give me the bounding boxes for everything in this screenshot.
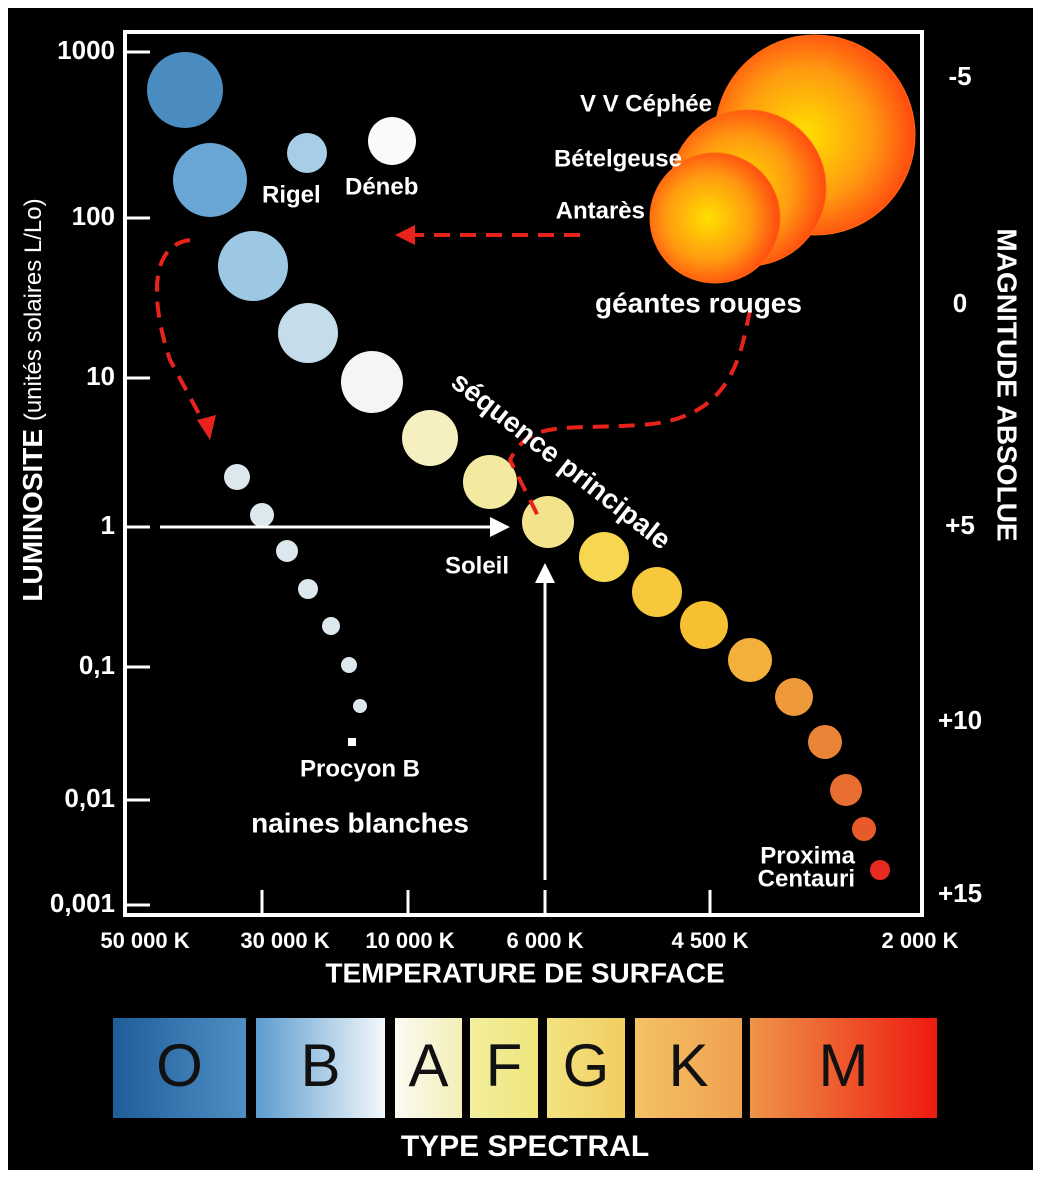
white-dwarf bbox=[224, 464, 250, 490]
white-dwarf bbox=[341, 657, 357, 673]
spectral-cell bbox=[547, 1018, 625, 1118]
main-sequence-star bbox=[830, 774, 862, 806]
spectral-cell bbox=[256, 1018, 385, 1118]
x-tick-label: 6 000 K bbox=[506, 928, 583, 953]
spectral-class: F bbox=[486, 1032, 523, 1099]
spectral-class: B bbox=[300, 1032, 340, 1099]
star-label: Rigel bbox=[262, 181, 321, 208]
spectral-class: M bbox=[819, 1032, 869, 1099]
x-tick-label: 10 000 K bbox=[365, 928, 454, 953]
spectral-class: K bbox=[668, 1032, 708, 1099]
x-tick-label: 2 000 K bbox=[881, 928, 958, 953]
right-axis-title: MAGNITUDE ABSOLUE bbox=[992, 228, 1023, 541]
white-dwarf bbox=[353, 699, 367, 713]
star-label: Antarès bbox=[556, 197, 645, 224]
spectral-cell bbox=[750, 1018, 937, 1118]
x-tick-label: 30 000 K bbox=[240, 928, 329, 953]
y2-tick-label: +5 bbox=[945, 510, 975, 540]
main-sequence-star bbox=[402, 410, 458, 466]
star-label: Proxima bbox=[760, 842, 855, 869]
spectral-class: O bbox=[156, 1032, 203, 1099]
main-sequence-star bbox=[287, 133, 327, 173]
star-label: Centauri bbox=[758, 865, 855, 892]
white-dwarf bbox=[322, 617, 340, 635]
plot-frame bbox=[123, 30, 924, 917]
main-sequence-star bbox=[632, 567, 682, 617]
y2-tick-label: 0 bbox=[953, 288, 967, 318]
y-tick-label: 1000 bbox=[57, 35, 115, 65]
y2-tick-label: +15 bbox=[938, 878, 982, 908]
star-label: Soleil bbox=[445, 552, 509, 579]
y-tick-label: 10 bbox=[86, 361, 115, 391]
y-tick-label: 1 bbox=[101, 510, 115, 540]
main-sequence-star bbox=[728, 638, 772, 682]
left-title-note: (unités solaires L/Lo) bbox=[20, 198, 47, 421]
spectral-class: G bbox=[563, 1032, 610, 1099]
white-dwarf bbox=[250, 503, 274, 527]
left-title-main: LUMINOSITE bbox=[17, 429, 48, 602]
stars bbox=[147, 34, 916, 880]
main-sequence-star bbox=[852, 817, 876, 841]
evolution-paths bbox=[154, 233, 752, 521]
giant-star bbox=[649, 152, 781, 284]
main-sequence-star bbox=[218, 231, 288, 301]
spectral-cell bbox=[113, 1018, 246, 1118]
region-label: naines blanches bbox=[251, 807, 469, 838]
spectral-cell bbox=[395, 1018, 462, 1118]
y-tick-label: 100 bbox=[72, 201, 115, 231]
axes: 1000 100 10 1 0,1 0,01 0,001 -5 0 +5 +10 +15 50 000 … bbox=[50, 35, 982, 953]
white-dwarf bbox=[276, 540, 298, 562]
main-sequence-star bbox=[808, 725, 842, 759]
main-sequence-star bbox=[870, 860, 890, 880]
main-sequence-star bbox=[278, 303, 338, 363]
star-label: Bételgeuse bbox=[554, 145, 682, 172]
region-label: géantes rouges bbox=[595, 287, 802, 318]
spectral-class: A bbox=[408, 1032, 448, 1099]
main-sequence-star bbox=[147, 52, 223, 128]
main-sequence-star bbox=[680, 601, 728, 649]
y2-tick-label: -5 bbox=[948, 61, 971, 91]
y-tick-label: 0,01 bbox=[64, 783, 115, 813]
main-sequence-star bbox=[368, 117, 416, 165]
spectral-title: TYPE SPECTRAL bbox=[401, 1130, 649, 1163]
y2-tick-label: +10 bbox=[938, 705, 982, 735]
star-label: V V Céphée bbox=[580, 90, 712, 117]
main-sequence-star bbox=[775, 678, 813, 716]
spectral-cell bbox=[635, 1018, 742, 1118]
x-tick-label: 50 000 K bbox=[100, 928, 189, 953]
x-tick-label: 4 500 K bbox=[671, 928, 748, 953]
main-sequence-star bbox=[579, 532, 629, 582]
arrow-heads bbox=[197, 225, 415, 440]
star-label: Déneb bbox=[345, 173, 418, 200]
left-axis-title: LUMINOSITE (unités solaires L/Lo) bbox=[17, 198, 48, 601]
y-tick-label: 0,1 bbox=[79, 650, 115, 680]
main-sequence-star bbox=[341, 351, 403, 413]
white-dwarf bbox=[298, 579, 318, 599]
main-sequence-star bbox=[173, 143, 247, 217]
white-dwarf bbox=[348, 738, 356, 746]
y-tick-label: 0,001 bbox=[50, 888, 115, 918]
star-label: Procyon B bbox=[300, 755, 420, 782]
main-sequence-star bbox=[463, 455, 517, 509]
bottom-axis-title: TEMPERATURE DE SURFACE bbox=[325, 957, 724, 988]
spectral-cell bbox=[470, 1018, 538, 1118]
sun-arrows bbox=[160, 517, 555, 880]
